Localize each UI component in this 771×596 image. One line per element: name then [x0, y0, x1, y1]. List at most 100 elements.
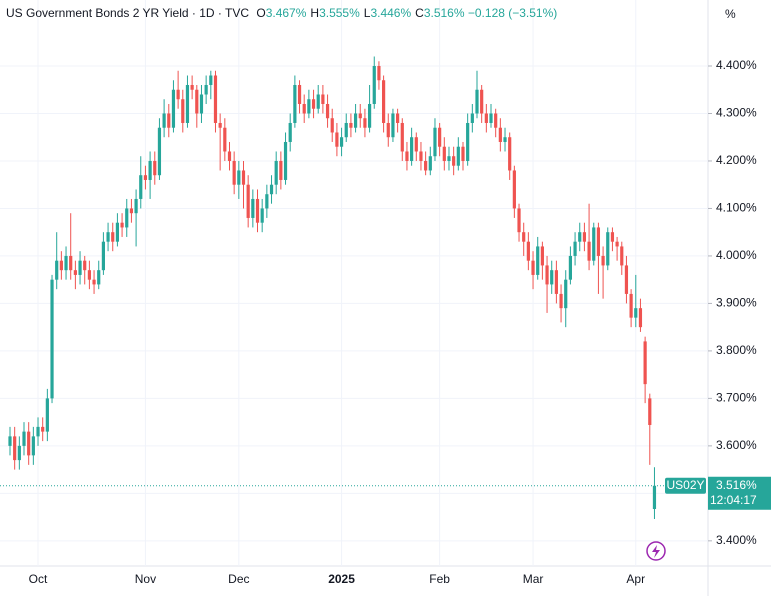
symbol-label: US02Y [666, 478, 704, 492]
candle-body [620, 246, 624, 266]
candle-body [536, 246, 540, 275]
candle-body [143, 175, 148, 180]
candle-body [559, 293, 563, 309]
candle-body [522, 232, 526, 242]
x-tick-label: Mar [523, 572, 544, 586]
candle-body [606, 232, 610, 266]
candle-body [503, 137, 507, 142]
x-tick-label: Apr [626, 572, 645, 586]
candle-body [484, 113, 488, 123]
legend-key: H [310, 6, 320, 20]
candle-body [652, 485, 657, 510]
candle-body [367, 103, 372, 128]
candle-body [307, 99, 311, 114]
candle-body [73, 270, 77, 275]
candle-body [120, 222, 124, 228]
candle-body [494, 113, 498, 128]
candle-body [382, 80, 386, 123]
candle-body [335, 132, 339, 147]
candle-body [526, 241, 530, 261]
candle-body [643, 341, 647, 385]
candle-body [456, 146, 460, 166]
candle-body [213, 75, 218, 123]
candle-body [171, 89, 176, 128]
candle-body [31, 436, 35, 456]
candle-body [428, 156, 432, 171]
candle-body [13, 436, 17, 461]
candle-body [50, 279, 54, 399]
candle-body [311, 99, 316, 109]
candle-body [297, 84, 302, 104]
candle-body [185, 84, 190, 123]
candle-body [452, 156, 456, 166]
candle-body [293, 84, 297, 123]
candle-body [353, 113, 358, 128]
candle-body [372, 66, 376, 104]
candle-body [64, 255, 68, 271]
candle-body [260, 208, 264, 223]
candle-body [438, 127, 442, 147]
candle-body [97, 270, 101, 285]
candle-body [27, 431, 31, 456]
candle-body [41, 426, 45, 432]
events-icon-bolt [652, 545, 660, 558]
candle-body [157, 127, 162, 176]
candle-body [629, 293, 633, 318]
legend: US Government Bonds 2 YR Yield · 1D · TV… [6, 6, 557, 20]
candle-body [587, 241, 591, 261]
y-tick-label: 3.600% [716, 438, 757, 452]
candle-body [410, 137, 414, 161]
candle-body [592, 227, 596, 261]
x-tick-label: Nov [135, 572, 156, 586]
candle-body [59, 260, 63, 271]
candle-body [195, 89, 199, 114]
y-tick-label: 3.400% [716, 533, 757, 547]
candle-body [498, 127, 502, 142]
x-tick-label: Oct [29, 572, 48, 586]
candle-body [508, 137, 512, 171]
events-icon[interactable] [646, 541, 666, 561]
candle-body [148, 160, 152, 180]
candle-body [419, 151, 423, 161]
y-tick-label: 4.300% [716, 106, 757, 120]
candle-body [316, 94, 320, 109]
candle-body [17, 445, 21, 461]
candle-body [573, 241, 577, 256]
candle-body [601, 255, 605, 266]
legend-key: L [363, 6, 371, 20]
x-tick-label: 2025 [328, 572, 355, 586]
candle-body [125, 208, 129, 228]
y-tick-label: 3.800% [716, 343, 757, 357]
legend-items: O3.467% H3.555% L3.446% C3.516% [252, 6, 468, 20]
x-tick-label: Dec [228, 572, 249, 586]
y-tick-label: 3.700% [716, 391, 757, 405]
candle-body [69, 255, 73, 271]
legend-value: 3.467% [265, 6, 307, 20]
candle-body [470, 113, 474, 123]
candle-body [634, 308, 638, 318]
candle-body [550, 270, 554, 285]
candle-body [45, 398, 49, 432]
candle-body [489, 113, 493, 123]
countdown: 12:04:17 [710, 493, 757, 507]
candle-body [325, 103, 330, 119]
y-tick-label: 4.100% [716, 201, 757, 215]
symbol-tag [665, 477, 706, 494]
candle-body [237, 170, 241, 185]
candle-body [540, 246, 544, 266]
candle-body [181, 99, 185, 123]
candle-body [223, 127, 227, 152]
candle-body [176, 89, 180, 100]
candle-body [330, 118, 334, 133]
candle-body [358, 113, 362, 119]
candle-body [344, 122, 348, 138]
candle-body [638, 308, 643, 328]
candle-body [391, 113, 395, 138]
candle-body [363, 118, 367, 128]
candle-body [279, 160, 283, 180]
candle-body [582, 232, 587, 242]
candle-body [400, 122, 404, 152]
y-tick-label: 3.900% [716, 296, 757, 310]
candle-body [512, 170, 516, 209]
